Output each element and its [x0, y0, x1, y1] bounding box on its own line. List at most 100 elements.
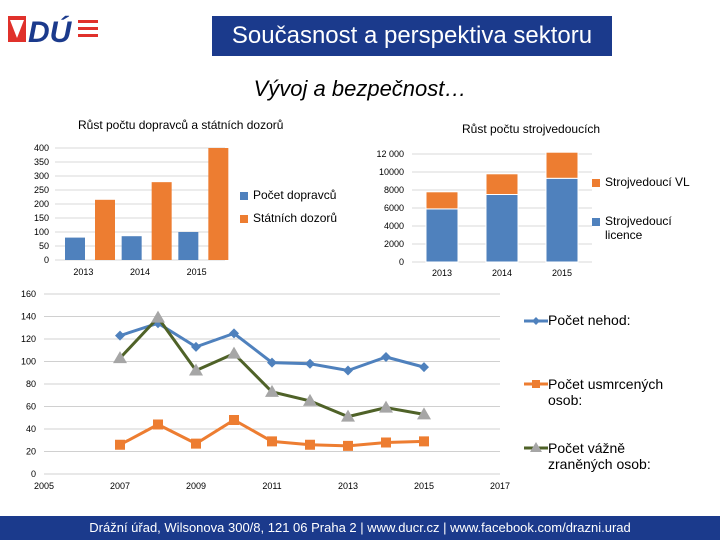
- x-tick-label: 2014: [492, 268, 512, 278]
- point-nehod: [343, 365, 353, 376]
- header: DÚ Současnost a perspektiva sektoru: [0, 0, 720, 60]
- point-zranenych: [265, 384, 279, 397]
- x-tick-label: 2005: [34, 481, 54, 491]
- legend-marker-zranenych: [530, 442, 542, 452]
- y-tick-label: 0: [399, 257, 404, 267]
- x-tick-label: 2013: [432, 268, 452, 278]
- y-tick-label: 0: [44, 255, 49, 265]
- bar-vl-2015: [545, 151, 579, 179]
- point-nehod: [229, 328, 239, 339]
- point-zranenych: [341, 409, 355, 422]
- legend-marker-usmrcenych: [532, 380, 540, 388]
- y-tick-label: 12 000: [376, 149, 404, 159]
- x-tick-label: 2007: [110, 481, 130, 491]
- legend-swatch-blue: [592, 218, 600, 226]
- legend-dozoru: Státních dozorů: [240, 211, 337, 225]
- x-tick-label: 2015: [187, 267, 207, 277]
- point-usmrcenych: [191, 438, 201, 449]
- footer: Drážní úřad, Wilsonova 300/8, 121 06 Pra…: [0, 516, 720, 540]
- y-tick-label: 2000: [384, 239, 404, 249]
- bar-licence-2015: [545, 177, 579, 263]
- point-usmrcenych: [115, 439, 125, 450]
- bar-dopravcu-2015: [178, 232, 199, 260]
- chart1-svg: 0 50 100 150 200 250 300 350 400 2013 2014 2015: [34, 143, 229, 277]
- y-tick-label: 0: [31, 469, 36, 479]
- y-tick-label: 250: [34, 185, 49, 195]
- x-tick-label: 2015: [552, 268, 572, 278]
- y-tick-label: 350: [34, 157, 49, 167]
- logo-text: DÚ: [28, 15, 73, 49]
- bar-vl-2013: [425, 191, 459, 210]
- point-usmrcenych: [267, 436, 277, 447]
- point-zranenych: [113, 351, 127, 364]
- legend-label: Strojvedoucí licence: [605, 214, 672, 242]
- y-tick-label: 10000: [379, 167, 404, 177]
- page-subtitle: Vývoj a bezpečnost…: [253, 76, 467, 101]
- bar-vl-2014: [485, 173, 519, 195]
- point-zranenych: [417, 407, 431, 420]
- point-usmrcenych: [305, 439, 315, 450]
- y-tick-label: 200: [34, 199, 49, 209]
- point-zranenych: [303, 393, 317, 406]
- chart3-svg: 0 20 40 60 80 100 120 140 160 2005 2007 2009 2011 201…: [21, 289, 510, 491]
- point-zranenych: [379, 400, 393, 413]
- point-usmrcenych: [229, 415, 239, 425]
- legend-strojvedouci-vl: Strojvedoucí VL: [592, 175, 690, 189]
- legend-label: Strojvedoucí VL: [605, 175, 690, 189]
- point-usmrcenych: [153, 419, 163, 430]
- legend-label: Počet vážně zraněných osob:: [548, 440, 651, 472]
- legend-swatch-blue: [240, 192, 248, 200]
- bar-dozoru-2014: [151, 182, 172, 260]
- header-title: Současnost a perspektiva sektoru: [212, 16, 612, 56]
- point-zranenych: [189, 363, 203, 376]
- y-tick-label: 4000: [384, 221, 404, 231]
- point-nehod: [267, 357, 277, 368]
- chart2-svg: 0 2000 4000 6000 8000 10000 12 000 2013 2014 2015: [376, 149, 592, 278]
- point-nehod: [419, 362, 429, 373]
- x-tick-label: 2017: [490, 481, 510, 491]
- point-usmrcenych: [343, 440, 353, 451]
- legend-swatch-orange: [592, 179, 600, 187]
- y-tick-label: 100: [21, 357, 36, 367]
- legend-dopravcu: Počet dopravců: [240, 188, 336, 202]
- y-tick-label: 300: [34, 171, 49, 181]
- bar-dopravcu-2013: [65, 237, 85, 260]
- point-nehod: [381, 352, 391, 362]
- x-tick-label: 2011: [262, 481, 281, 491]
- bar-dozoru-2015: [208, 148, 229, 260]
- legend-swatch-orange: [240, 215, 248, 223]
- y-tick-label: 120: [21, 334, 36, 344]
- x-tick-label: 2013: [73, 267, 93, 277]
- point-zranenych: [227, 346, 241, 359]
- y-tick-label: 6000: [384, 203, 404, 213]
- y-tick-label: 400: [34, 143, 49, 153]
- point-nehod: [115, 330, 125, 341]
- y-tick-label: 80: [26, 379, 36, 389]
- y-tick-label: 60: [26, 402, 36, 412]
- bar-dozoru-2013: [95, 199, 115, 260]
- y-tick-label: 50: [39, 241, 49, 251]
- bar-licence-2013: [425, 208, 459, 263]
- x-tick-label: 2013: [338, 481, 358, 491]
- x-tick-label: 2009: [186, 481, 206, 491]
- legend-label: Počet dopravců: [253, 188, 337, 202]
- legend-zranenych: Počet vážně zraněných osob:: [528, 440, 688, 472]
- point-usmrcenych: [381, 437, 391, 448]
- legend-strojvedouci-licence: Strojvedoucí licence: [592, 214, 692, 242]
- y-tick-label: 140: [21, 312, 36, 322]
- y-tick-label: 100: [34, 227, 49, 237]
- legend-nehod: Počet nehod:: [528, 312, 631, 328]
- legend-label: Státních dozorů: [253, 211, 338, 225]
- point-usmrcenych: [419, 436, 429, 447]
- y-tick-label: 40: [26, 424, 36, 434]
- y-tick-label: 160: [21, 289, 36, 299]
- bar-licence-2014: [485, 194, 519, 263]
- point-nehod: [191, 341, 201, 352]
- line-legend-markers: [524, 317, 548, 452]
- point-nehod: [305, 358, 315, 369]
- point-zranenych: [151, 310, 165, 323]
- y-tick-label: 8000: [384, 185, 404, 195]
- bar-dopravcu-2014: [121, 236, 142, 260]
- legend-label: Počet nehod:: [548, 312, 631, 328]
- ducr-logo: DÚ: [4, 8, 100, 52]
